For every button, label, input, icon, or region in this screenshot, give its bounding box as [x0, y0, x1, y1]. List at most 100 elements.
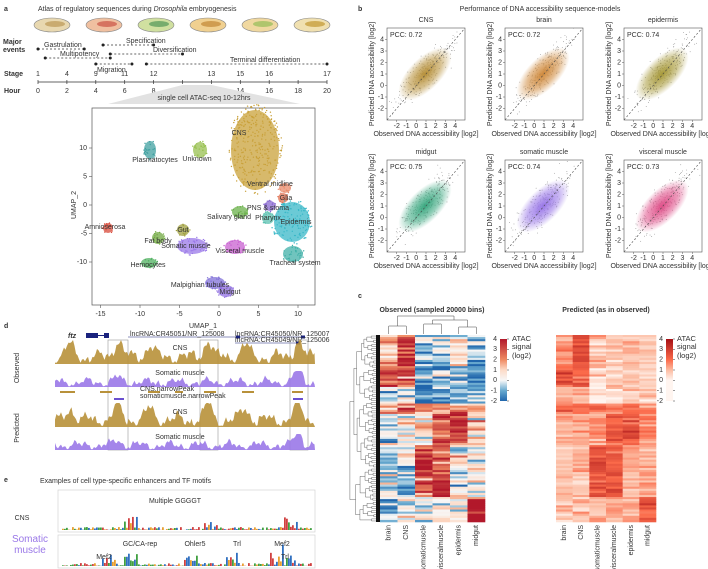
umap-cell: [184, 235, 186, 237]
dendrogram: [373, 381, 376, 385]
umap-cell: [297, 254, 299, 256]
heatmap-cell: [467, 465, 486, 469]
umap-cell: [277, 162, 279, 164]
heatmap-cell: [606, 513, 623, 517]
heatmap-cell: [380, 407, 398, 411]
heatmap-cell: [589, 341, 607, 344]
umap-cell: [218, 277, 221, 279]
heatmap-cell: [380, 339, 398, 342]
umap-cell: [250, 182, 253, 184]
scatter-dot: [446, 45, 448, 47]
logo-letter: [250, 527, 252, 530]
scatter-dot: [683, 31, 684, 33]
umap-cell: [146, 149, 148, 151]
heatmap-cell: [467, 355, 486, 359]
heatmap-cell: [467, 478, 486, 481]
umap-cell: [272, 215, 275, 217]
logo-letter: [228, 528, 230, 530]
heatmap-cell: [589, 409, 607, 413]
x-axis-label: Observed DNA accessibility [log2]: [491, 131, 596, 138]
umap-cell: [284, 255, 286, 257]
heatmap-cell: [415, 476, 433, 479]
heatmap-cell: [639, 430, 657, 433]
umap-cell: [257, 104, 260, 106]
y-tick-label: -2: [378, 237, 384, 244]
umap-cell: [233, 127, 236, 130]
umap-cell: [286, 230, 288, 232]
heatmap-cell: [572, 386, 590, 390]
umap-cell: [244, 170, 246, 173]
dendrogram: [366, 444, 373, 450]
heatmap-cell: [467, 474, 486, 477]
heatmap-cell: [622, 519, 640, 523]
umap-cell: [108, 225, 111, 228]
umap-cell: [139, 262, 142, 265]
heatmap-cell: [606, 351, 623, 354]
scatter-dot: [541, 227, 543, 229]
heatmap-cell: [606, 472, 623, 475]
umap-cell: [255, 178, 258, 180]
heatmap-cell: [397, 509, 416, 512]
heatmap-cell: [639, 511, 657, 514]
heatmap-cell: [432, 474, 451, 477]
scatter-dot: [441, 171, 443, 173]
umap-cell: [192, 145, 194, 147]
heatmap-cell: [397, 430, 416, 433]
scatter-dot: [436, 173, 438, 175]
heatmap-cell: [572, 440, 590, 444]
scatter-dot: [627, 98, 629, 100]
umap-cell: [265, 211, 267, 213]
heatmap-cell: [467, 407, 486, 411]
heatmap-cell: [556, 422, 573, 425]
umap-cell: [254, 141, 256, 144]
umap-cell: [190, 250, 192, 252]
heatmap-cell: [622, 420, 640, 423]
hour-number: 20: [323, 88, 331, 95]
heatmap-cell: [380, 426, 398, 429]
umap-cell: [144, 147, 147, 150]
event-label: Terminal differentiation: [230, 57, 300, 64]
y-tick-label: 0: [83, 202, 87, 209]
heatmap-cell: [415, 482, 433, 485]
umap-cell: [222, 292, 224, 294]
dendrogram: [371, 468, 376, 472]
heatmap-cell: [572, 393, 590, 396]
heatmap-cell: [415, 399, 433, 402]
heatmap-cell: [556, 409, 573, 413]
logo-letter: [262, 527, 264, 530]
logo-letter: [110, 529, 112, 530]
heatmap-cell: [606, 397, 623, 400]
panel-title: Examples of cell type-specific enhancers…: [40, 478, 212, 485]
scatter-dot: [557, 177, 559, 179]
umap-cell: [288, 259, 291, 261]
umap-cell: [246, 159, 248, 161]
heatmap-cell: [380, 364, 398, 367]
x-tick-label: 3: [562, 255, 566, 262]
heatmap-cell: [450, 405, 468, 409]
umap-cell: [254, 115, 257, 117]
umap-cell: [158, 231, 161, 234]
heatmap-cell: [606, 386, 623, 390]
heatmap-cell: [450, 494, 468, 498]
column-label: somaticmuscle: [595, 525, 602, 569]
heatmap-cell: [415, 519, 433, 523]
umap-cell: [255, 150, 257, 152]
heatmap-cell: [397, 513, 416, 517]
heatmap-cell: [380, 507, 398, 510]
heatmap-cell: [606, 426, 623, 429]
hour-number: 16: [265, 88, 273, 95]
heatmap-cell: [432, 509, 451, 512]
heatmap-cell: [622, 445, 640, 448]
heatmap-cell: [572, 480, 590, 483]
heatmap-cell: [432, 434, 451, 438]
event-label: Gastrulation: [44, 42, 82, 49]
heatmap-cell: [380, 488, 398, 492]
umap-cell: [273, 145, 275, 148]
event-label: Migration: [97, 67, 126, 74]
heatmap-cell: [572, 443, 590, 446]
scatter-dot: [411, 102, 413, 103]
heatmap-cell: [397, 364, 416, 367]
umap-cell: [186, 250, 188, 252]
heatmap-cell: [450, 343, 468, 346]
heatmap-cell: [432, 335, 451, 338]
